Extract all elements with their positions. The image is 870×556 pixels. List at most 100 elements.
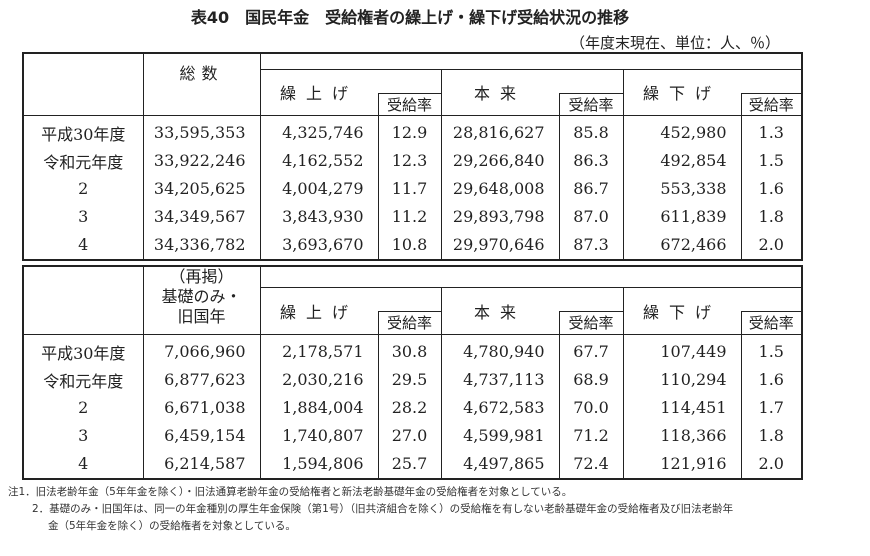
cell-row-year: 4 (22, 230, 144, 260)
note-2: 2．基礎のみ・旧国年は、同一の年金種別の厚生年金保険（第1号）（旧共済組合を除く… (32, 503, 734, 515)
cell-kuriage-count: 2,030,216 (259, 365, 379, 394)
cell-total: 33,922,246 (142, 146, 261, 175)
cell-kuriage-rate: 25.7 (377, 449, 442, 479)
header-total: 総数 (142, 52, 261, 116)
cell-honrai-rate: 71.2 (558, 421, 624, 450)
header-total-line3: 旧国年 (177, 307, 226, 326)
cell-kurisage-rate: 1.3 (740, 114, 803, 147)
cell-total: 6,214,587 (142, 449, 261, 479)
cell-kuriage-rate: 10.8 (377, 230, 442, 260)
cell-kurisage-count: 553,338 (622, 174, 742, 203)
cell-kuriage-count: 4,162,552 (259, 146, 379, 175)
cell-kuriage-rate: 30.8 (377, 333, 442, 366)
table-all-recipients: 総数 繰上げ 本来 繰下げ 受給率 受給率 受給率 平成30年度 33,595,3… (22, 52, 803, 261)
header-blank (22, 265, 144, 335)
cell-honrai-rate: 68.9 (558, 365, 624, 394)
cell-honrai-count: 4,780,940 (440, 333, 560, 366)
table-row: 3 6,459,154 1,740,807 27.0 4,599,981 71.2 118,… (22, 421, 803, 450)
cell-honrai-count: 29,648,008 (440, 174, 560, 203)
header-rate: 受給率 (377, 310, 442, 335)
cell-honrai-count: 4,599,981 (440, 421, 560, 450)
cell-honrai-count: 4,672,583 (440, 393, 560, 422)
cell-row-year: 2 (22, 393, 144, 422)
note-2-cont: 金（5年年金を除く）の受給権者を対象としている。 (48, 520, 296, 532)
cell-row-year: 令和元年度 (22, 146, 144, 175)
cell-kurisage-rate: 1.6 (740, 365, 803, 394)
cell-kurisage-rate: 1.7 (740, 393, 803, 422)
cell-total: 6,671,038 (142, 393, 261, 422)
cell-honrai-count: 29,266,840 (440, 146, 560, 175)
footnotes: 注1．旧法老齢年金（5年年金を除く）・旧法通算老齢年金の受給権者と新法老齢基礎年… (8, 484, 733, 535)
header-blank (22, 52, 144, 116)
cell-kuriage-count: 3,693,670 (259, 230, 379, 260)
note-1: 注1．旧法老齢年金（5年年金を除く）・旧法通算老齢年金の受給権者と新法老齢基礎年… (8, 486, 573, 498)
table-title: 表40 国民年金 受給権者の繰上げ・繰下げ受給状況の推移 (190, 8, 630, 27)
cell-kuriage-rate: 12.3 (377, 146, 442, 175)
cell-kurisage-rate: 1.8 (740, 202, 803, 231)
cell-total: 34,349,567 (142, 202, 261, 231)
table-row: 4 6,214,587 1,594,806 25.7 4,497,865 72.4 121,… (22, 449, 803, 479)
cell-kurisage-rate: 2.0 (740, 449, 803, 479)
cell-total: 7,066,960 (142, 333, 261, 366)
cell-kuriage-count: 4,004,279 (259, 174, 379, 203)
cell-kuriage-rate: 29.5 (377, 365, 442, 394)
cell-honrai-count: 29,893,798 (440, 202, 560, 231)
cell-kurisage-rate: 1.5 (740, 333, 803, 366)
cell-honrai-rate: 67.7 (558, 333, 624, 366)
cell-kurisage-count: 672,466 (622, 230, 742, 260)
cell-total: 34,336,782 (142, 230, 261, 260)
cell-honrai-rate: 87.3 (558, 230, 624, 260)
cell-kuriage-count: 1,740,807 (259, 421, 379, 450)
cell-honrai-rate: 87.0 (558, 202, 624, 231)
header-rate: 受給率 (377, 92, 442, 116)
table-row: 4 34,336,782 3,693,670 10.8 29,970,646 87.3 67… (22, 230, 803, 260)
cell-kuriage-count: 4,325,746 (259, 114, 379, 147)
cell-honrai-count: 29,970,646 (440, 230, 560, 260)
cell-kuriage-count: 1,884,004 (259, 393, 379, 422)
cell-kurisage-rate: 1.8 (740, 421, 803, 450)
cell-row-year: 令和元年度 (22, 365, 144, 394)
cell-honrai-rate: 72.4 (558, 449, 624, 479)
cell-row-year: 2 (22, 174, 144, 203)
cell-honrai-rate: 86.3 (558, 146, 624, 175)
cell-kurisage-count: 114,451 (622, 393, 742, 422)
cell-kurisage-count: 121,916 (622, 449, 742, 479)
cell-row-year: 平成30年度 (22, 114, 144, 147)
header-total: （再掲） 基礎のみ・ 旧国年 (142, 265, 261, 335)
cell-kuriage-rate: 11.2 (377, 202, 442, 231)
table-row: 平成30年度 33,595,353 4,325,746 12.9 28,816,627 8… (22, 114, 803, 147)
table-row: 3 34,349,567 3,843,930 11.2 29,893,798 87.0 61… (22, 202, 803, 231)
cell-kuriage-rate: 12.9 (377, 114, 442, 147)
table-row: 2 6,671,038 1,884,004 28.2 4,672,583 70.0 114,… (22, 393, 803, 422)
cell-kurisage-rate: 2.0 (740, 230, 803, 260)
cell-kuriage-rate: 28.2 (377, 393, 442, 422)
table-row: 令和元年度 33,922,246 4,162,552 12.3 29,266,840 86… (22, 146, 803, 175)
cell-honrai-count: 4,497,865 (440, 449, 560, 479)
header-kurisage: 繰下げ (622, 286, 741, 335)
cell-honrai-rate: 85.8 (558, 114, 624, 147)
cell-kurisage-count: 107,449 (622, 333, 742, 366)
cell-kurisage-count: 110,294 (622, 365, 742, 394)
cell-honrai-rate: 70.0 (558, 393, 624, 422)
header-rate: 受給率 (558, 92, 624, 116)
cell-kuriage-count: 2,178,571 (259, 333, 379, 366)
header-kuriage: 繰上げ (259, 286, 378, 335)
header-kurisage: 繰下げ (622, 68, 741, 116)
table-row: 平成30年度 7,066,960 2,178,571 30.8 4,780,940 67.… (22, 333, 803, 366)
header-rate: 受給率 (740, 310, 803, 335)
cell-honrai-rate: 86.7 (558, 174, 624, 203)
cell-row-year: 平成30年度 (22, 333, 144, 366)
cell-kurisage-count: 492,854 (622, 146, 742, 175)
unit-label: （年度末現在、単位：人、％） (569, 34, 780, 52)
cell-kuriage-rate: 11.7 (377, 174, 442, 203)
cell-total: 6,459,154 (142, 421, 261, 450)
cell-kurisage-count: 611,839 (622, 202, 742, 231)
header-kuriage: 繰上げ (259, 68, 378, 116)
cell-kuriage-count: 3,843,930 (259, 202, 379, 231)
header-honrai: 本来 (440, 68, 559, 116)
cell-kurisage-rate: 1.5 (740, 146, 803, 175)
cell-honrai-count: 28,816,627 (440, 114, 560, 147)
cell-kurisage-count: 452,980 (622, 114, 742, 147)
header-honrai: 本来 (440, 286, 559, 335)
header-rate: 受給率 (740, 92, 803, 116)
